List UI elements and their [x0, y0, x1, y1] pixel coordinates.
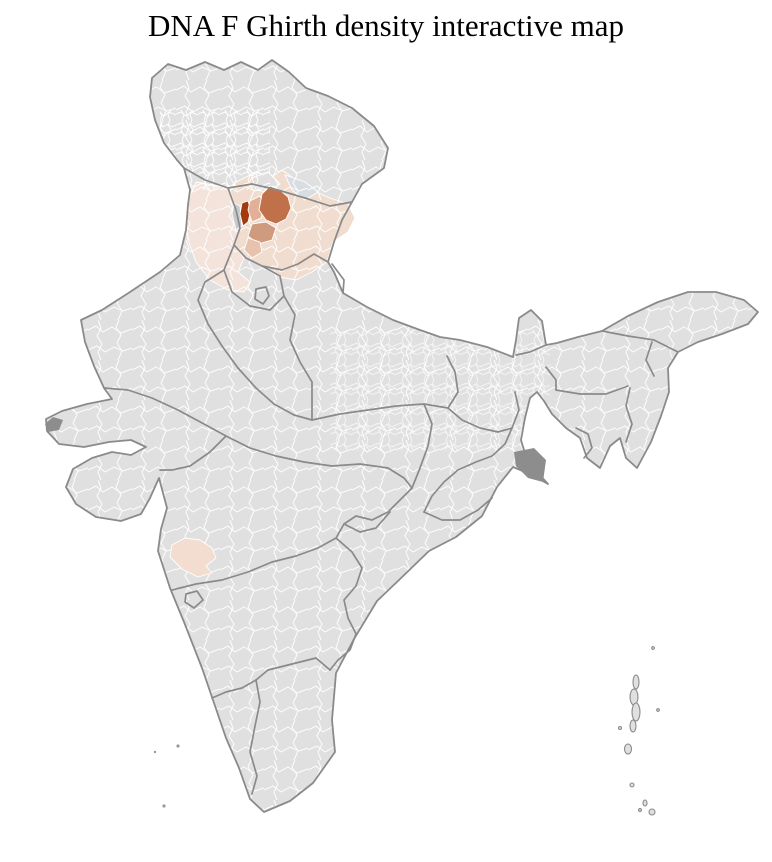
page-title: DNA F Ghirth density interactive map — [147, 8, 625, 43]
kutch-creek-patch — [45, 417, 63, 432]
north-district-low-tan[interactable] — [243, 237, 263, 259]
highlighted-districts[interactable] — [169, 185, 292, 578]
west-district-faint[interactable] — [169, 537, 217, 578]
delta-patches — [45, 417, 546, 482]
sundarbans-delta — [514, 448, 546, 482]
north-district-medium-tan[interactable] — [247, 221, 277, 245]
district-boundaries — [46, 60, 758, 812]
north-district-high[interactable] — [258, 185, 292, 225]
lakshadweep-islands[interactable] — [153, 744, 180, 808]
andaman-nicobar-islands[interactable] — [617, 646, 660, 816]
state-borders — [103, 167, 679, 795]
capital-enclave[interactable] — [254, 286, 270, 305]
